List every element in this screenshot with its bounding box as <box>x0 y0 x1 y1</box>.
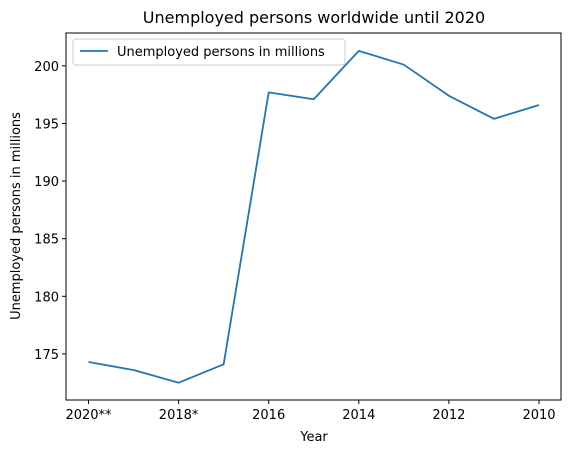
x-tick-label: 2014 <box>342 408 375 423</box>
plot-frame <box>65 32 562 401</box>
plot-area: 2020** 2018* 2016 2014 2012 2010 175 180 185 190… <box>34 32 562 423</box>
y-tick-label: 200 <box>34 60 59 75</box>
x-axis-ticks: 2020** 2018* 2016 2014 2012 2010 <box>65 400 556 423</box>
legend-label: Unemployed persons in millions <box>117 45 325 60</box>
y-tick-label: 195 <box>34 117 59 132</box>
x-tick-label: 2016 <box>252 408 285 423</box>
series-line-0 <box>88 49 540 384</box>
y-tick-label: 180 <box>34 290 59 305</box>
x-tick-label: 2012 <box>432 408 465 423</box>
y-axis-ticks: 175 180 185 190 195 200 <box>34 60 66 363</box>
x-tick-label: 2018* <box>159 408 199 423</box>
legend-box <box>72 38 346 66</box>
series-layer <box>88 49 540 384</box>
x-tick-label: 2010 <box>522 408 555 423</box>
x-tick-label: 2020** <box>65 408 112 423</box>
y-tick-label: 185 <box>34 233 59 248</box>
y-tick-label: 190 <box>34 175 59 190</box>
y-tick-label: 175 <box>34 348 59 363</box>
legend: Unemployed persons in millions <box>72 38 346 66</box>
x-axis-label: Year <box>299 430 328 445</box>
y-axis-label: Unemployed persons in millions <box>9 112 24 320</box>
chart-title: Unemployed persons worldwide until 2020 <box>143 8 485 27</box>
